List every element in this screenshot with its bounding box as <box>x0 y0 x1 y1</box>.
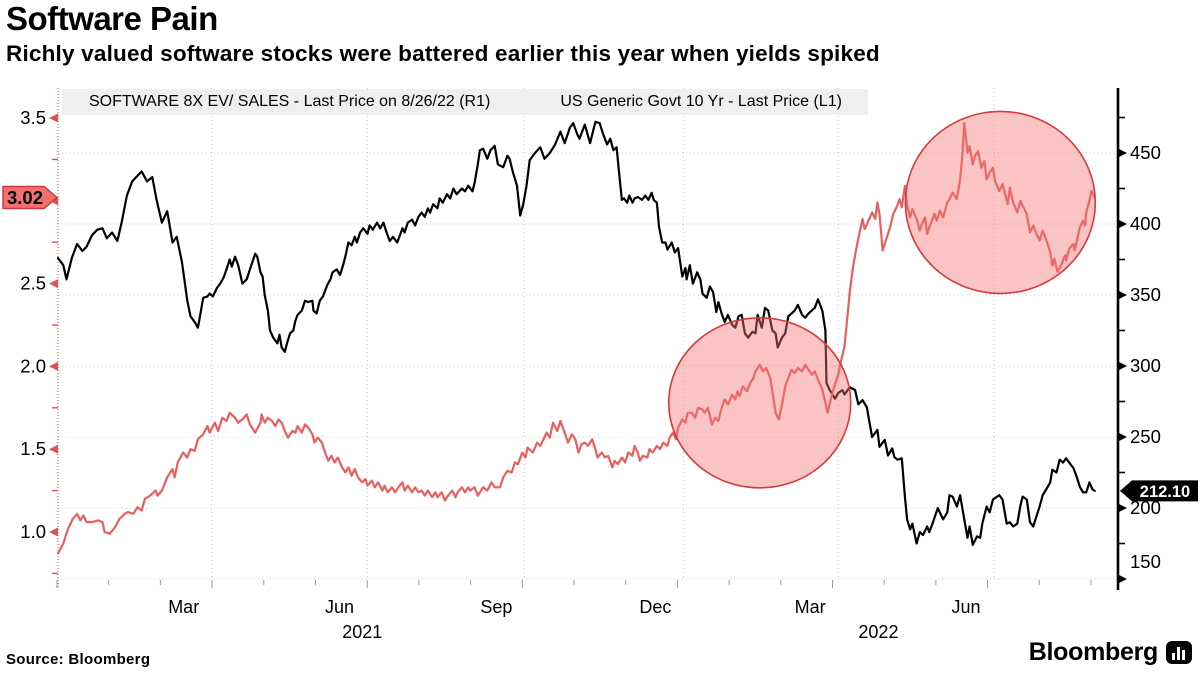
left-axis-tick-label: 2.5 <box>20 273 46 294</box>
bloomberg-wordmark: Bloomberg <box>1028 638 1159 666</box>
right-axis-tick-arrow <box>1118 290 1127 300</box>
series-line-govt10yr <box>56 121 1096 555</box>
x-axis-month-label: Jun <box>951 597 980 617</box>
left-axis-tick-arrow <box>49 444 58 454</box>
right-axis-tick-arrow <box>1118 148 1127 158</box>
left-axis-tick-label: 2.0 <box>20 355 46 376</box>
legend-swatch-black <box>71 96 83 108</box>
x-axis-month-label: Mar <box>795 597 826 617</box>
right-last-value-label: 212.10 <box>1140 483 1190 501</box>
right-axis-tick-arrow <box>1118 361 1127 371</box>
x-axis-month-label: Jun <box>325 597 354 617</box>
right-axis-tick-label: 450 <box>1130 142 1161 163</box>
x-axis-year-label: 2021 <box>342 622 382 642</box>
x-axis-month-label: Sep <box>480 597 512 617</box>
left-axis-tick-arrow <box>49 361 58 371</box>
left-axis-tick-arrow <box>49 113 58 123</box>
right-axis-tick-arrow <box>1118 219 1127 229</box>
right-axis-tick-arrow <box>1118 503 1127 513</box>
highlight-circle <box>667 317 852 489</box>
legend-swatch-red <box>542 96 554 108</box>
right-axis-tick-label: 400 <box>1130 213 1161 234</box>
left-axis-tick-label: 1.5 <box>20 438 46 459</box>
legend-item-software: SOFTWARE 8X EV/ SALES - Last Price on 8/… <box>71 93 490 111</box>
series-line-software <box>56 120 1096 547</box>
left-axis-tick-arrow <box>49 527 58 537</box>
right-axis-tick-label: 150 <box>1130 551 1161 572</box>
left-last-value-label: 3.02 <box>7 187 43 208</box>
legend-item-govt10yr: US Generic Govt 10 Yr - Last Price (L1) <box>542 93 842 111</box>
right-axis-tick-arrow <box>1118 432 1127 442</box>
highlight-circle <box>904 110 1097 295</box>
left-axis-tick-label: 3.5 <box>20 107 46 128</box>
x-axis-year-label: 2022 <box>858 622 898 642</box>
legend-label-govt10yr: US Generic Govt 10 Yr - Last Price (L1) <box>560 93 842 110</box>
right-axis-tick-arrow <box>1118 574 1127 584</box>
legend-label-software: SOFTWARE 8X EV/ SALES - Last Price on 8/… <box>89 93 491 110</box>
page-title: Software Pain <box>6 0 218 37</box>
right-axis-tick-label: 300 <box>1130 355 1161 376</box>
left-axis-tick-arrow <box>49 279 58 289</box>
left-last-value-badge <box>2 185 59 210</box>
right-axis-tick-label: 250 <box>1130 426 1161 447</box>
chart-subtitle: Richly valued software stocks were batte… <box>6 41 880 66</box>
x-axis-month-label: Mar <box>168 597 199 617</box>
right-axis-tick-label: 350 <box>1130 284 1161 305</box>
right-axis-tick-label: 200 <box>1130 497 1161 518</box>
bloomberg-bars-icon <box>1166 641 1192 664</box>
legend-bar: SOFTWARE 8X EV/ SALES - Last Price on 8/… <box>62 89 868 115</box>
left-axis-tick-label: 1.0 <box>20 521 46 542</box>
bloomberg-logo: Bloomberg <box>1029 638 1192 667</box>
right-last-value-badge <box>1120 480 1198 502</box>
x-axis-month-label: Dec <box>639 597 671 617</box>
source-credit: Source: Bloomberg <box>6 651 151 668</box>
